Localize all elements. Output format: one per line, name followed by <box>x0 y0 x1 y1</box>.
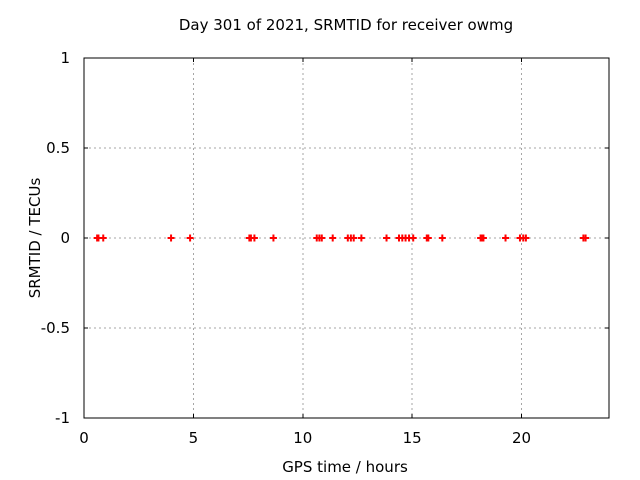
x-tick-label: 10 <box>293 429 312 447</box>
y-axis-label: SRMTID / TECUs <box>26 178 44 299</box>
axis-ticks <box>83 57 609 419</box>
y-tick-label: -1 <box>55 409 70 427</box>
data-point-marker <box>438 234 446 242</box>
data-point-marker <box>409 234 417 242</box>
data-point-marker <box>318 234 326 242</box>
data-point-marker <box>329 234 337 242</box>
data-points <box>93 234 590 242</box>
data-point-marker <box>582 234 590 242</box>
data-point-marker <box>167 234 175 242</box>
data-point-marker <box>383 234 391 242</box>
x-tick-label: 15 <box>403 429 422 447</box>
data-point-marker <box>350 234 358 242</box>
data-point-marker <box>357 234 365 242</box>
tick-labels: 0 5 10 15 20 -1 -0.5 0 0.5 1 <box>41 49 531 447</box>
y-tick-label: 1 <box>60 49 70 67</box>
data-point-marker <box>424 234 432 242</box>
data-point-marker <box>99 234 107 242</box>
data-point-marker <box>479 234 487 242</box>
data-point-marker <box>250 234 258 242</box>
x-tick-label: 20 <box>512 429 531 447</box>
data-point-marker <box>186 234 194 242</box>
y-tick-label: -0.5 <box>41 319 70 337</box>
data-point-marker <box>269 234 277 242</box>
x-tick-label: 5 <box>189 429 199 447</box>
x-axis-label: GPS time / hours <box>282 458 408 476</box>
y-tick-label: 0.5 <box>46 139 70 157</box>
x-tick-label: 0 <box>79 429 89 447</box>
chart-title: Day 301 of 2021, SRMTID for receiver owm… <box>179 16 513 34</box>
y-tick-label: 0 <box>60 229 70 247</box>
data-point-marker <box>502 234 510 242</box>
data-point-marker <box>522 234 530 242</box>
